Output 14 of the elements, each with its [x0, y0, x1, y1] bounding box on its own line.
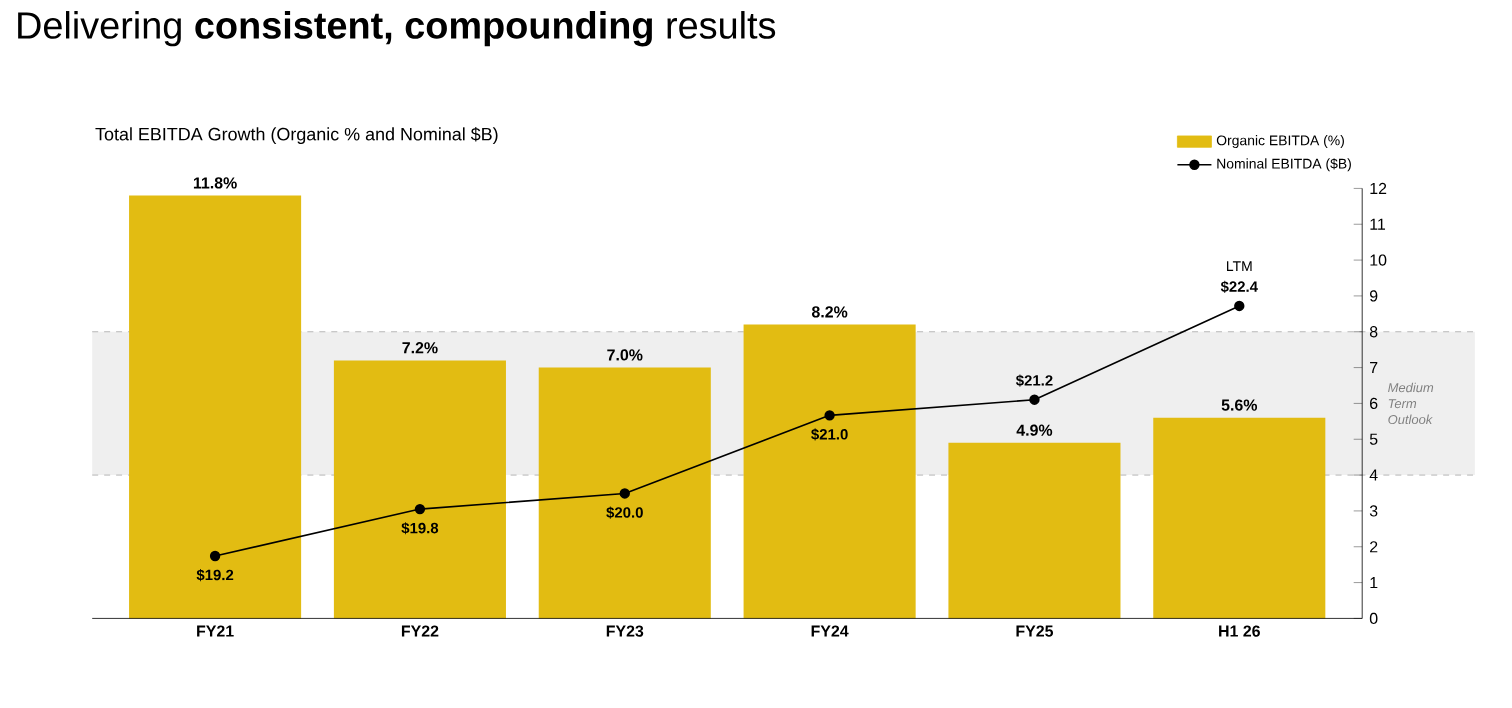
chart-subtitle: Total EBITDA Growth (Organic % and Nominal $B): [95, 127, 498, 145]
bar: [948, 442, 1121, 619]
point: [414, 503, 426, 515]
point: [1029, 394, 1040, 405]
point: [824, 410, 835, 421]
bar: [129, 195, 302, 619]
bar: [1153, 417, 1326, 619]
point: [209, 550, 221, 562]
bar: [333, 360, 506, 619]
chart-title: Delivering consistent, compounding results: [18, 11, 776, 47]
bar: [538, 367, 711, 619]
point: [1234, 300, 1245, 312]
bar: [743, 324, 916, 619]
point: [619, 488, 630, 499]
